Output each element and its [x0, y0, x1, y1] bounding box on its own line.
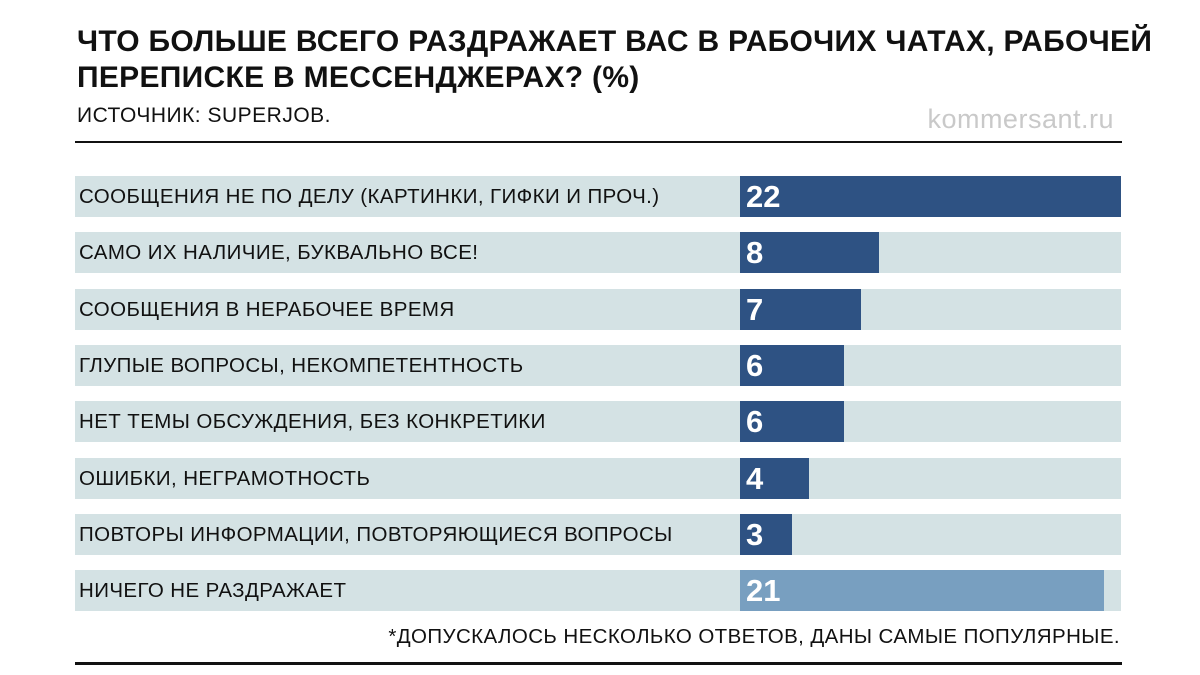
- bar: 7: [740, 288, 862, 330]
- bar: 4: [740, 457, 810, 499]
- data-label: 7: [746, 291, 764, 327]
- data-label: 21: [746, 573, 781, 609]
- category-label: НЕТ ТЕМЫ ОБСУЖДЕНИЯ, БЕЗ КОНКРЕТИКИ: [79, 410, 546, 434]
- data-label: 8: [746, 235, 764, 271]
- chart-title: ЧТО БОЛЬШЕ ВСЕГО РАЗДРАЖАЕТ ВАС В РАБОЧИ…: [77, 25, 1153, 94]
- bottom-divider: [75, 662, 1122, 665]
- bar-row: САМО ИХ НАЛИЧИЕ, БУКВАЛЬНО ВСЕ! 8: [75, 232, 1121, 274]
- category-label: СООБЩЕНИЯ НЕ ПО ДЕЛУ (КАРТИНКИ, ГИФКИ И …: [79, 185, 660, 208]
- bar-row: ПОВТОРЫ ИНФОРМАЦИИ, ПОВТОРЯЮЩИЕСЯ ВОПРОС…: [75, 513, 1121, 555]
- bar-row: НИЧЕГО НЕ РАЗДРАЖАЕТ 21: [75, 570, 1121, 612]
- top-divider: [75, 141, 1122, 143]
- bar-row: СООБЩЕНИЯ В НЕРАБОЧЕЕ ВРЕМЯ 7: [75, 288, 1121, 330]
- data-label: 22: [746, 179, 781, 214]
- brand-watermark: kommersant.ru: [927, 104, 1114, 134]
- bar: 22: [740, 176, 1121, 217]
- bar-row: НЕТ ТЕМЫ ОБСУЖДЕНИЯ, БЕЗ КОНКРЕТИКИ 6: [75, 401, 1121, 443]
- category-label: НИЧЕГО НЕ РАЗДРАЖАЕТ: [79, 579, 347, 603]
- footnote: *ДОПУСКАЛОСЬ НЕСКОЛЬКО ОТВЕТОВ, ДАНЫ САМ…: [388, 625, 1120, 648]
- bar: 6: [740, 344, 844, 386]
- bar-row: СООБЩЕНИЯ НЕ ПО ДЕЛУ (КАРТИНКИ, ГИФКИ И …: [75, 176, 1121, 217]
- data-label: 6: [746, 347, 764, 383]
- data-label: 3: [746, 516, 764, 552]
- data-label: 4: [746, 460, 764, 496]
- bar: 21: [740, 570, 1104, 612]
- bar: 8: [740, 232, 879, 274]
- chart-source: ИСТОЧНИК: SUPERJOB.: [77, 104, 332, 127]
- category-label: САМО ИХ НАЛИЧИЕ, БУКВАЛЬНО ВСЕ!: [79, 241, 479, 265]
- bar: 3: [740, 513, 792, 555]
- category-label: ОШИБКИ, НЕГРАМОТНОСТЬ: [79, 466, 371, 490]
- data-label: 6: [746, 404, 764, 440]
- bar-row: ОШИБКИ, НЕГРАМОТНОСТЬ 4: [75, 457, 1121, 499]
- bar-row: ГЛУПЫЕ ВОПРОСЫ, НЕКОМПЕТЕНТНОСТЬ 6: [75, 344, 1121, 386]
- bar: 6: [740, 401, 844, 443]
- category-label: СООБЩЕНИЯ В НЕРАБОЧЕЕ ВРЕМЯ: [79, 297, 455, 321]
- category-label: ПОВТОРЫ ИНФОРМАЦИИ, ПОВТОРЯЮЩИЕСЯ ВОПРОС…: [79, 522, 673, 546]
- category-label: ГЛУПЫЕ ВОПРОСЫ, НЕКОМПЕТЕНТНОСТЬ: [79, 353, 524, 377]
